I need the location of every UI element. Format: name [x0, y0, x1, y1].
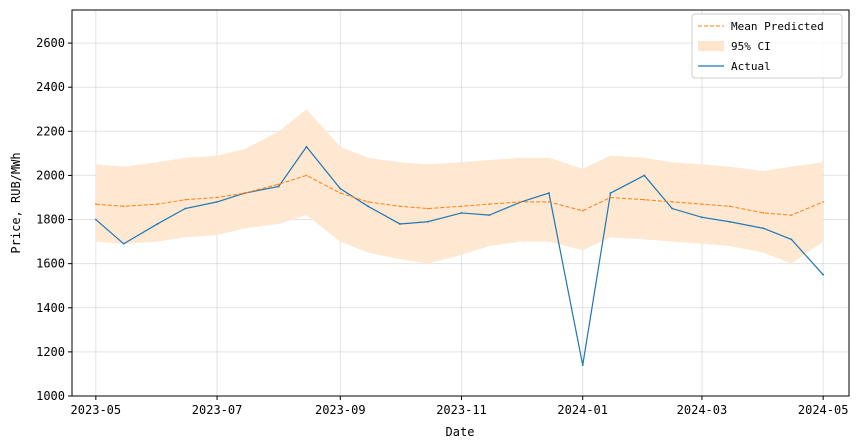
y-ticks: 1000 1200 1400 1600 1800 2000 2200 2400 2600 — [36, 36, 72, 403]
predicted-point — [520, 201, 522, 203]
predicted-point — [399, 205, 401, 208]
x-axis-label: Date — [446, 425, 475, 439]
x-tick-label: 2023-09 — [315, 403, 366, 417]
y-tick-label: 1600 — [36, 257, 65, 271]
legend-actual-label: Actual — [731, 60, 771, 73]
predicted-point — [339, 192, 342, 194]
predicted-point — [762, 212, 765, 214]
actual-point — [701, 216, 703, 219]
legend-ci-swatch — [698, 41, 724, 51]
predicted-point — [728, 205, 731, 208]
predicted-point — [122, 205, 125, 208]
actual-point — [184, 207, 187, 210]
legend: Mean Predicted 95% CI Actual — [691, 13, 843, 79]
actual-series-layer — [94, 145, 825, 367]
predicted-point — [460, 205, 463, 208]
actual-point — [367, 205, 369, 208]
predicted-point — [581, 209, 584, 212]
actual-point — [339, 187, 342, 190]
x-tick-label: 2024-03 — [677, 403, 728, 417]
predicted-point — [95, 203, 97, 205]
x-tick-label: 2023-05 — [71, 403, 122, 417]
predicted-point — [488, 203, 491, 205]
predicted-point — [367, 201, 369, 203]
y-tick-label: 2000 — [36, 168, 65, 182]
y-tick-label: 1200 — [36, 345, 65, 359]
predicted-point — [822, 201, 824, 203]
actual-point — [609, 192, 612, 194]
y-tick-label: 2200 — [36, 124, 65, 138]
y-tick-label: 1400 — [36, 301, 65, 315]
x-tick-label: 2023-07 — [192, 403, 243, 417]
y-tick-label: 2400 — [36, 80, 65, 94]
legend-box — [691, 13, 843, 79]
actual-point — [790, 238, 793, 241]
actual-point — [581, 364, 584, 367]
predicted-point — [156, 203, 159, 205]
ci-band — [95, 109, 824, 264]
x-tick-label: 2023-11 — [436, 403, 487, 417]
actual-point — [460, 212, 463, 214]
actual-point — [671, 207, 674, 210]
predicted-point — [548, 201, 550, 203]
actual-point — [643, 174, 646, 177]
legend-predicted-label: Mean Predicted — [731, 20, 824, 33]
actual-point — [426, 220, 429, 223]
predicted-point — [790, 214, 793, 216]
ci-band-layer — [95, 109, 824, 264]
actual-point — [548, 192, 550, 194]
legend-ci-label: 95% CI — [731, 40, 771, 53]
predicted-series-layer — [95, 174, 824, 216]
actual-point — [305, 145, 308, 148]
predicted-point — [643, 198, 646, 201]
actual-point — [156, 223, 159, 225]
actual-point — [277, 185, 280, 188]
y-axis-label: Price, RUB/MWh — [9, 152, 23, 253]
x-tick-label: 2024-01 — [557, 403, 608, 417]
predicted-point — [426, 207, 429, 210]
x-tick-label: 2024-05 — [798, 403, 849, 417]
actual-point — [216, 200, 218, 203]
predicted-point — [305, 174, 308, 177]
predicted-point — [277, 183, 280, 186]
plot-frame — [71, 9, 850, 397]
predicted-point — [609, 196, 612, 199]
predicted-point — [184, 198, 187, 201]
actual-point — [398, 223, 401, 225]
y-tick-label: 1800 — [36, 213, 65, 227]
actual-point — [122, 242, 125, 245]
actual-point — [488, 214, 491, 217]
predicted-point — [216, 196, 218, 199]
actual-point — [762, 227, 765, 230]
predicted-point — [671, 201, 673, 203]
predicted-point — [701, 203, 703, 205]
y-tick-label: 1000 — [36, 389, 65, 403]
actual-point — [822, 273, 825, 276]
y-tick-label: 2600 — [36, 36, 65, 50]
actual-point — [728, 220, 731, 223]
actual-point — [94, 218, 97, 221]
x-ticks: 2023-05 2023-07 2023-09 2023-11 2024-01 2024-… — [71, 396, 849, 417]
predicted-point — [244, 192, 246, 194]
